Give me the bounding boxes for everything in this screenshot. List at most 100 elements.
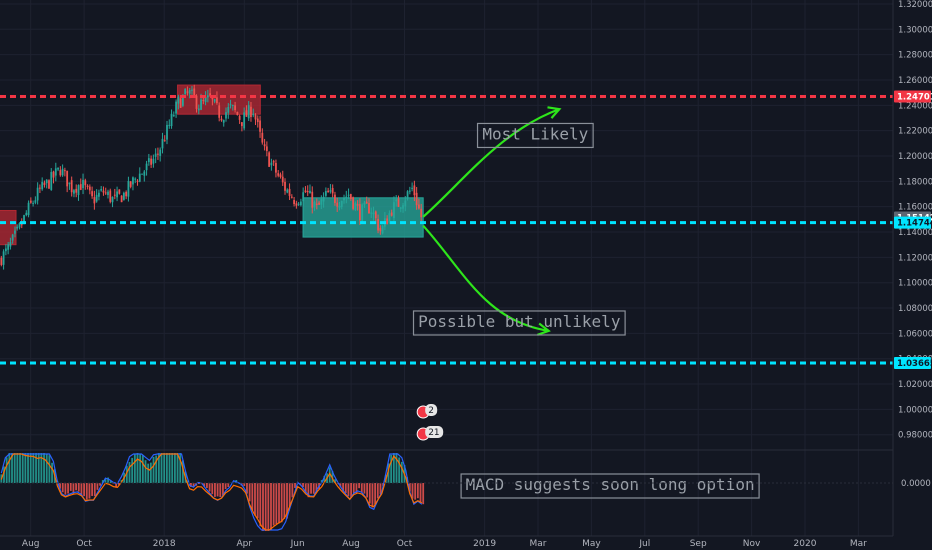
candle-body bbox=[349, 194, 352, 200]
macd-histogram-bar bbox=[219, 483, 222, 498]
macd-histogram-bar bbox=[11, 453, 13, 483]
candle-body bbox=[263, 144, 266, 147]
price-tag-label: 1.24701 bbox=[897, 92, 932, 102]
candle-body bbox=[120, 195, 123, 203]
annotation-box[interactable] bbox=[476, 122, 594, 149]
candle-body bbox=[268, 152, 271, 167]
macd-histogram-bar bbox=[37, 453, 40, 483]
macd-histogram-bar bbox=[152, 456, 155, 483]
macd-histogram-bar bbox=[147, 463, 150, 483]
candle-body bbox=[206, 95, 209, 98]
candle-body bbox=[293, 200, 295, 205]
macd-histogram-bar bbox=[3, 466, 5, 483]
macd-histogram-bar bbox=[128, 462, 131, 483]
candle-body bbox=[216, 97, 218, 103]
annotation-box[interactable] bbox=[412, 310, 626, 336]
candle-body bbox=[272, 161, 275, 163]
candle-body bbox=[352, 197, 355, 209]
projection-arrows bbox=[422, 106, 562, 336]
macd-histogram-bar bbox=[80, 483, 83, 496]
price-tick-label: 1.30000 bbox=[898, 25, 932, 35]
price-tick-label: 1.32000 bbox=[898, 0, 932, 10]
candle-body bbox=[143, 171, 146, 176]
macd-histogram-bar bbox=[363, 483, 366, 494]
candle-body bbox=[163, 140, 166, 142]
macd-histogram-bar bbox=[173, 453, 176, 483]
annotation-box[interactable] bbox=[460, 473, 760, 499]
candle-body bbox=[220, 118, 223, 121]
macd-histogram-bar bbox=[270, 483, 272, 530]
macd-histogram-bar bbox=[96, 483, 99, 490]
horizontal-lines[interactable] bbox=[0, 94, 893, 365]
candle-body bbox=[157, 153, 159, 155]
price-axis[interactable]: 1.32000 1.30000 1.28000 1.26000 1.24000 1.220… bbox=[892, 0, 932, 550]
event-badges[interactable]: 2 21 bbox=[416, 404, 444, 441]
macd-histogram-bar bbox=[352, 483, 355, 494]
macd-histogram-bar bbox=[168, 453, 171, 483]
price-tag[interactable] bbox=[894, 356, 931, 369]
macd-histogram-bar bbox=[214, 483, 216, 497]
time-tick-label: Sep bbox=[690, 539, 707, 549]
candle-body bbox=[281, 176, 284, 183]
macd-histogram-bar bbox=[222, 483, 224, 496]
price-tag[interactable] bbox=[894, 90, 931, 103]
price-tag[interactable] bbox=[894, 216, 931, 229]
candle-body bbox=[302, 192, 305, 202]
candle-body bbox=[181, 95, 184, 106]
macd-histogram-bar bbox=[416, 483, 419, 499]
macd-histogram-bar bbox=[5, 457, 8, 483]
macd-histogram-bar bbox=[259, 483, 262, 527]
candle-body bbox=[166, 124, 168, 140]
price-tick-label: 1.12000 bbox=[898, 253, 932, 263]
candle-body bbox=[363, 202, 366, 205]
macd-histogram-bar bbox=[374, 483, 377, 505]
macd-histogram-bar bbox=[283, 483, 286, 519]
candle-body bbox=[93, 197, 96, 204]
candle-body bbox=[347, 194, 350, 196]
macd-histogram-bar bbox=[254, 483, 256, 516]
time-axis[interactable]: Aug Oct 2018 Apr Jun Aug Oct 2019 Mar May Jul Sep No… bbox=[0, 535, 893, 549]
macd-histogram-bar bbox=[171, 453, 174, 483]
time-tick-label: 2019 bbox=[473, 539, 496, 549]
candle-body bbox=[177, 96, 180, 104]
macd-histogram-bar bbox=[139, 453, 142, 483]
candle-body bbox=[368, 203, 370, 214]
candle-body bbox=[297, 203, 300, 205]
candle-body bbox=[82, 179, 84, 189]
candle-body bbox=[254, 114, 257, 120]
price-tick-label: 1.26000 bbox=[898, 76, 932, 86]
candle-body bbox=[36, 187, 39, 201]
candle-body bbox=[184, 89, 187, 95]
macd-histogram-bar bbox=[206, 483, 208, 488]
candle-body bbox=[404, 200, 407, 207]
macd-histogram-bar bbox=[302, 483, 304, 488]
event-badge-count: 2 bbox=[428, 406, 434, 416]
candle-body bbox=[238, 115, 241, 120]
candle-body bbox=[107, 191, 109, 196]
macd-histogram-bar bbox=[192, 483, 195, 487]
macd-histogram-bar bbox=[13, 453, 16, 483]
macd-histogram-bar bbox=[376, 483, 379, 499]
candle-body bbox=[170, 113, 173, 127]
candle-body bbox=[240, 122, 243, 127]
macd-histogram-bar bbox=[288, 483, 291, 507]
candle-body bbox=[168, 124, 171, 126]
candle-body bbox=[309, 190, 311, 194]
candle-body bbox=[43, 182, 46, 186]
candle-body bbox=[270, 162, 273, 166]
macd-histogram-bar bbox=[336, 483, 339, 485]
candle-body bbox=[313, 202, 316, 208]
candle-body bbox=[304, 190, 307, 193]
macd-histogram-bar bbox=[117, 483, 120, 485]
candle-body bbox=[29, 200, 32, 203]
time-tick-label: 2020 bbox=[794, 539, 817, 549]
macd-histogram-bar bbox=[67, 483, 69, 494]
macd-histogram-bar bbox=[61, 483, 64, 493]
macd-histogram-bar bbox=[251, 483, 254, 511]
price-tick-label: 0.98000 bbox=[898, 431, 932, 441]
candle-body bbox=[84, 180, 87, 186]
annotation-text: MACD suggests soon long option bbox=[466, 475, 755, 494]
annotations[interactable]: Most Likely Possible but unlikely MACD sug… bbox=[412, 122, 760, 499]
macd-histogram-bar bbox=[379, 483, 382, 495]
